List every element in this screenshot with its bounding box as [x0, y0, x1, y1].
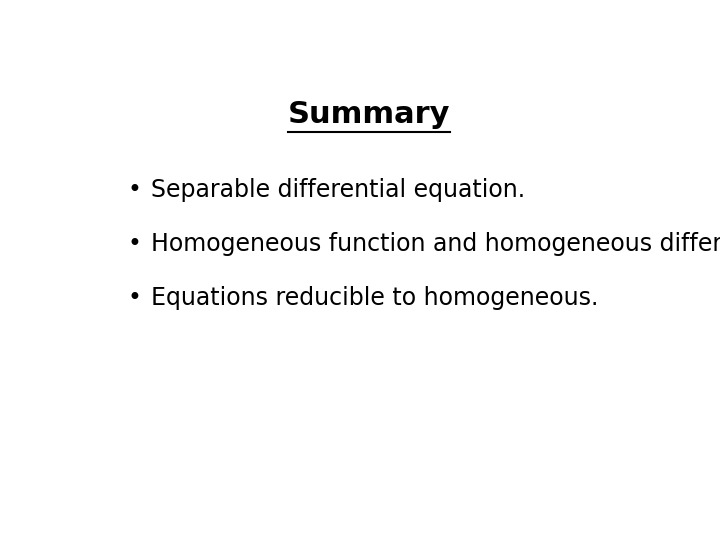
- Text: Equations reducible to homogeneous.: Equations reducible to homogeneous.: [151, 286, 599, 309]
- Text: Summary: Summary: [288, 100, 450, 129]
- Text: Homogeneous function and homogeneous differential equation.: Homogeneous function and homogeneous dif…: [151, 232, 720, 255]
- Text: •: •: [127, 232, 142, 255]
- Text: Separable differential equation.: Separable differential equation.: [151, 178, 526, 201]
- Text: •: •: [127, 286, 142, 309]
- Text: •: •: [127, 178, 142, 201]
